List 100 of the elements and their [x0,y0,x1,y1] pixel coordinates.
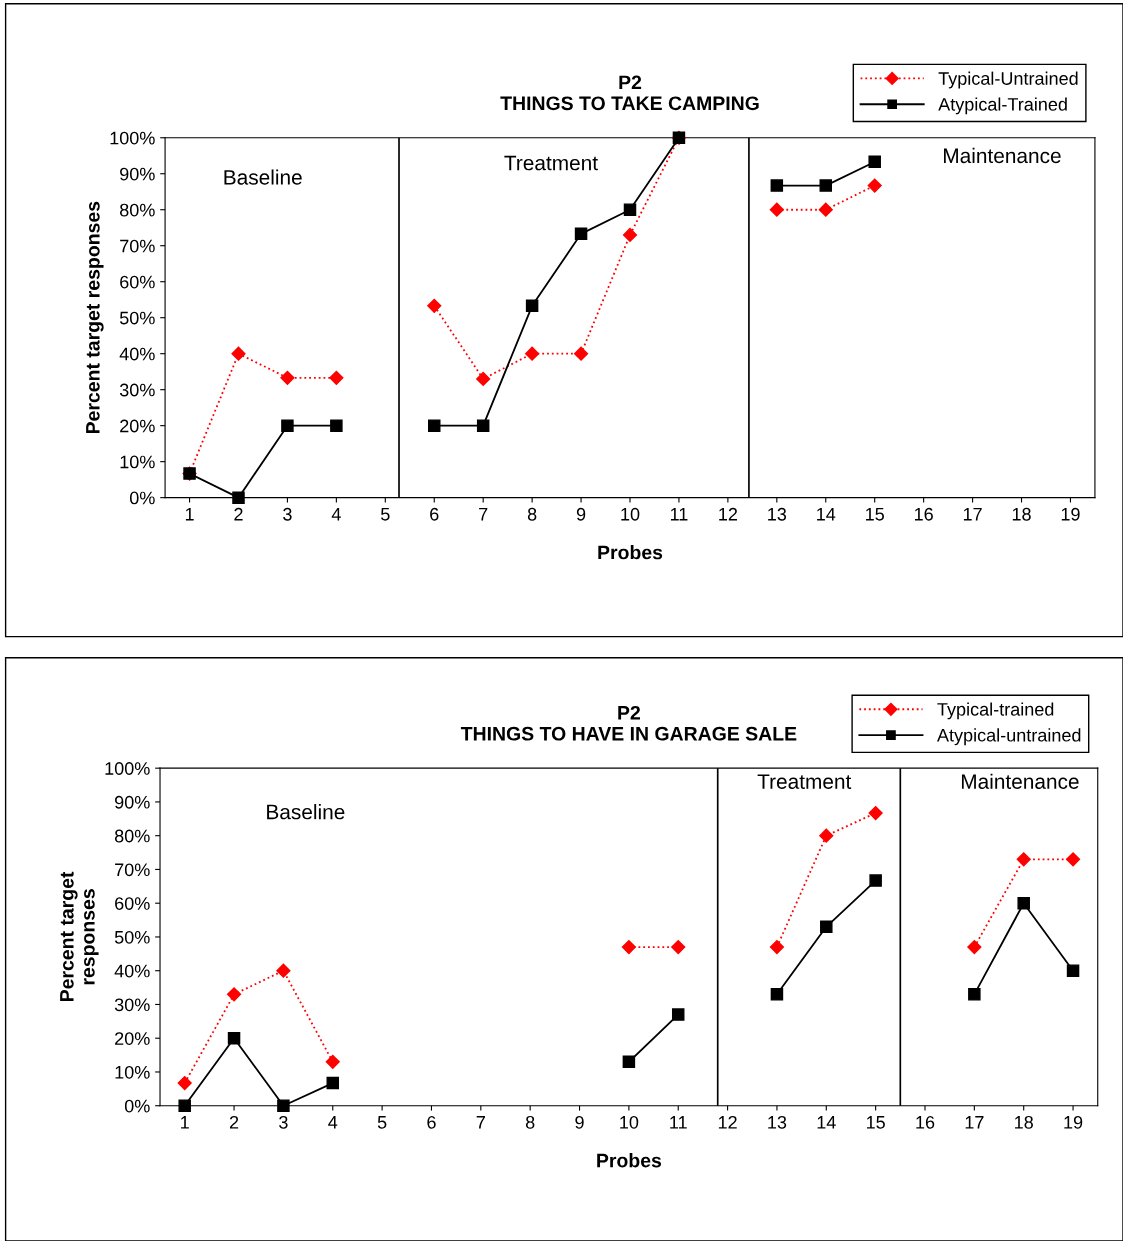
point [329,370,344,385]
x-tick-label: 14 [817,1116,836,1129]
point [427,298,442,313]
point [1017,896,1030,910]
x-tick-label: 17 [965,1116,984,1129]
y-tick-label: 70% [115,863,150,877]
chart-title: P2 THINGS TO TAKE CAMPING [500,75,759,111]
x-tick-label: 19 [1064,1115,1083,1129]
y-tick-label: 60% [115,897,150,910]
x-tick-label: 17 [963,508,982,521]
point [868,155,881,169]
x-tick-label: 7 [479,508,488,521]
x-tick-label: 4 [328,1116,338,1129]
annotation: Treatment [757,774,852,789]
legend-label: Atypical-untrained [937,728,1081,746]
point [476,371,491,386]
x-tick-label: 16 [914,507,933,521]
point [281,419,294,432]
x-tick-label: 18 [1012,507,1031,521]
x-tick-label: 18 [1015,1115,1033,1129]
y-tick-label: 30% [119,383,155,397]
x-tick-label: 2 [234,507,243,521]
y-axis-title: Percent target responses [60,871,99,1002]
point [819,828,834,843]
x-tick-label: 16 [916,1115,935,1129]
point [574,227,588,241]
chart-title: P2 THINGS TO HAVE IN GARAGE SALE [460,705,797,741]
x-tick-label: 3 [279,1115,288,1129]
x-tick-label: 13 [768,507,787,521]
point [177,1076,192,1091]
x-tick-label: 6 [427,1115,436,1129]
point [769,940,785,955]
point [867,178,882,193]
y-tick-label: 100% [110,131,155,145]
legend-label: Typical-trained [937,702,1054,720]
x-axis-title: Probes [598,545,663,560]
point [770,179,784,192]
x-tick-label: 1 [185,508,194,521]
point [622,227,638,242]
y-tick-label: 80% [120,203,155,217]
point [770,988,784,1001]
y-tick-label: 40% [114,964,150,978]
point [427,419,441,432]
y-tick-label: 50% [119,311,155,325]
x-tick-label: 12 [719,507,738,521]
x-tick-label: 15 [866,1116,885,1129]
point [326,1076,340,1090]
point [231,346,246,361]
point [621,940,636,955]
y-tick-label: 100% [105,762,150,775]
point [869,874,882,887]
annotation: Treatment [504,155,598,171]
y-tick-label: 60% [120,275,155,289]
y-tick-label: 90% [120,167,155,181]
point [525,299,539,313]
y-tick-label: 30% [114,998,150,1012]
point [325,1054,340,1069]
annotation: Maintenance [944,147,1061,164]
x-tick-label: 11 [670,1116,687,1129]
x-tick-label: 2 [229,1115,239,1129]
x-tick-label: 3 [283,507,292,521]
x-tick-label: 10 [621,507,640,521]
point [330,419,343,432]
point [280,370,295,385]
y-tick-label: 10% [115,1065,150,1079]
x-axis-title: Probes [597,1153,662,1168]
x-tick-label: 6 [430,507,439,521]
x-tick-label: 15 [866,508,884,521]
x-tick-label: 12 [718,1115,737,1129]
point [820,920,833,934]
y-tick-label: 20% [120,419,155,433]
point [769,202,784,217]
x-tick-label: 9 [576,507,586,521]
point [1065,852,1081,867]
point [277,1099,290,1112]
y-tick-label: 0% [124,1099,150,1113]
point [671,940,686,955]
point [819,179,833,192]
annotation: Maintenance [961,773,1079,789]
point [1016,852,1031,867]
point [178,1099,191,1112]
y-tick-label: 80% [114,829,150,843]
y-tick-label: 50% [114,930,150,944]
y-tick-label: 20% [115,1032,150,1045]
x-tick-label: 14 [817,508,836,521]
x-tick-label: 11 [670,508,688,521]
x-tick-label: 10 [620,1115,639,1129]
point [671,1008,685,1021]
x-tick-label: 8 [525,1115,535,1129]
y-tick-label: 0% [129,491,155,505]
point [276,963,291,978]
point [226,987,242,1002]
annotation: Baseline [267,804,345,820]
point [818,202,833,217]
point [968,988,981,1001]
point [967,940,982,955]
point [573,346,589,361]
point [232,491,245,504]
point [868,805,883,821]
point [1066,964,1080,977]
